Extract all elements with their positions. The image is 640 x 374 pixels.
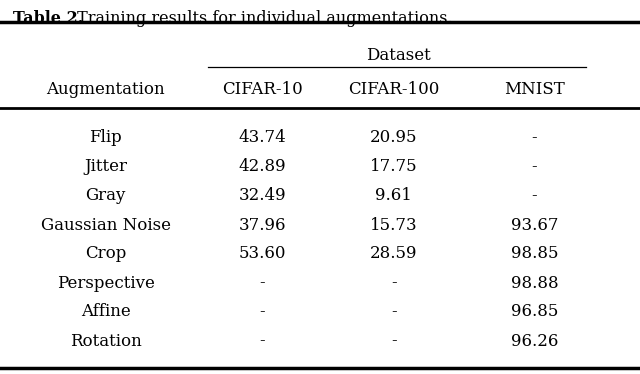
Text: 43.74: 43.74: [239, 129, 286, 147]
Text: 37.96: 37.96: [239, 217, 286, 233]
Text: Table 2.: Table 2.: [13, 10, 83, 27]
Text: -: -: [391, 332, 396, 349]
Text: Gaussian Noise: Gaussian Noise: [40, 217, 171, 233]
Text: -: -: [260, 303, 265, 321]
Text: -: -: [532, 187, 537, 205]
Text: Rotation: Rotation: [70, 332, 141, 349]
Text: 20.95: 20.95: [370, 129, 417, 147]
Text: 53.60: 53.60: [239, 245, 286, 263]
Text: 96.26: 96.26: [511, 332, 558, 349]
Text: 96.85: 96.85: [511, 303, 558, 321]
Text: CIFAR-10: CIFAR-10: [222, 82, 303, 98]
Text: Crop: Crop: [85, 245, 126, 263]
Text: Training results for individual augmentations.: Training results for individual augmenta…: [72, 10, 452, 27]
Text: 98.85: 98.85: [511, 245, 558, 263]
Text: 9.61: 9.61: [375, 187, 412, 205]
Text: -: -: [260, 275, 265, 291]
Text: MNIST: MNIST: [504, 82, 564, 98]
Text: -: -: [532, 129, 537, 147]
Text: Augmentation: Augmentation: [46, 82, 165, 98]
Text: 32.49: 32.49: [239, 187, 286, 205]
Text: -: -: [260, 332, 265, 349]
Text: CIFAR-100: CIFAR-100: [348, 82, 439, 98]
Text: 28.59: 28.59: [370, 245, 417, 263]
Text: 98.88: 98.88: [511, 275, 558, 291]
Text: -: -: [532, 159, 537, 175]
Text: 17.75: 17.75: [370, 159, 417, 175]
Text: -: -: [391, 275, 396, 291]
Text: 93.67: 93.67: [511, 217, 558, 233]
Text: 15.73: 15.73: [370, 217, 417, 233]
Text: Perspective: Perspective: [57, 275, 154, 291]
Text: Gray: Gray: [85, 187, 126, 205]
Text: -: -: [391, 303, 396, 321]
Text: Flip: Flip: [89, 129, 122, 147]
Text: Dataset: Dataset: [366, 46, 431, 64]
Text: Affine: Affine: [81, 303, 131, 321]
Text: 42.89: 42.89: [239, 159, 286, 175]
Text: Jitter: Jitter: [84, 159, 127, 175]
